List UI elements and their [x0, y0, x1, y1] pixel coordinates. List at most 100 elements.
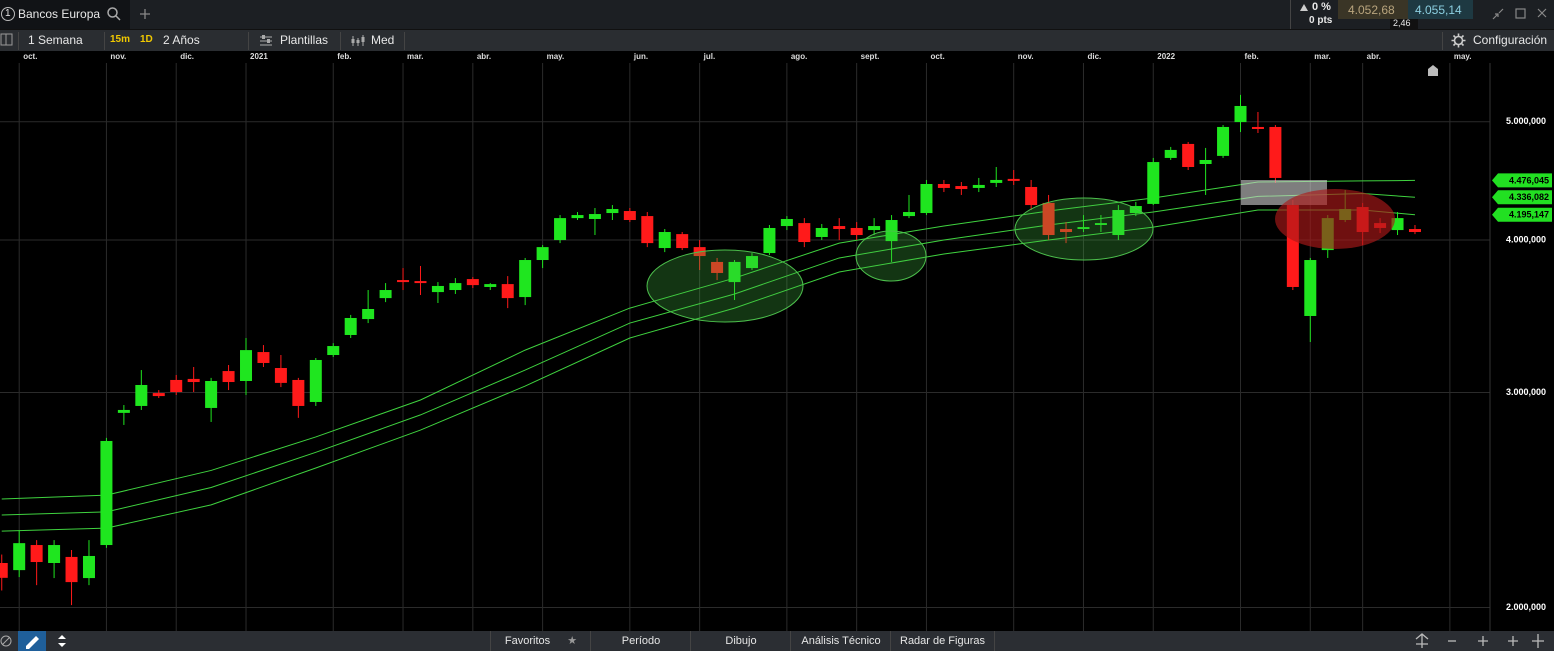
x-tick-label: abr.: [477, 52, 491, 61]
x-tick-label: feb.: [337, 52, 351, 61]
candle-body: [449, 283, 462, 291]
candle-body: [309, 359, 322, 402]
footer-bar: Favoritos ★ Período Dibujo Análisis Técn…: [0, 631, 1554, 651]
candle-body: [1269, 126, 1282, 178]
y-tick-label: 5.000,000: [1506, 116, 1546, 126]
candle-body: [903, 212, 916, 217]
candle-body: [1408, 229, 1421, 233]
candle-body: [1164, 149, 1177, 158]
templates-button[interactable]: Plantillas: [280, 33, 329, 47]
y-tick-label: 4.000,000: [1506, 234, 1546, 244]
highlight-ellipse[interactable]: [646, 249, 804, 323]
settings-button[interactable]: Configuración: [1473, 33, 1548, 47]
footer-tab-label: Dibujo: [725, 635, 757, 647]
candle-body: [1147, 162, 1160, 204]
candle-body: [972, 184, 985, 188]
candle-body: [606, 209, 619, 214]
footer-tab[interactable]: Favoritos ★: [490, 631, 591, 651]
zoom-controls[interactable]: [1410, 631, 1554, 651]
candle-body: [815, 227, 828, 237]
candle-body: [1129, 206, 1142, 214]
x-tick-label: feb.: [1245, 52, 1259, 61]
separator: [1442, 32, 1443, 50]
candle-body: [955, 186, 968, 190]
candle-body: [868, 226, 881, 231]
search-icon[interactable]: [106, 6, 122, 22]
candle-body: [170, 379, 183, 393]
candle-body: [1234, 105, 1247, 123]
x-tick-label: 2022: [1157, 52, 1175, 61]
axis: 2.000,000 3.000,000 4.000,000 5.000,000 oct.…: [23, 52, 1552, 612]
candle-body: [379, 290, 392, 299]
x-tick-label: oct.: [23, 52, 37, 61]
last-value-label: 4.336,082: [1509, 192, 1549, 202]
candle-body: [641, 216, 654, 244]
separator: [248, 32, 249, 50]
candle-body: [1094, 223, 1107, 226]
annotations: [646, 180, 1395, 323]
candle-body: [397, 280, 410, 283]
layout-icon[interactable]: [0, 33, 14, 47]
candle-body: [117, 409, 130, 413]
candle-body: [205, 380, 218, 408]
candle-body: [763, 227, 776, 254]
x-tick-label: mar.: [407, 52, 423, 61]
bid-box[interactable]: [1338, 0, 1408, 19]
chart: 2.000,000 3.000,000 4.000,000 5.000,000 oct.…: [0, 51, 1554, 631]
last-value-label: 4.195,147: [1509, 210, 1549, 220]
last-value-tag: [1492, 173, 1552, 188]
footer-tab-label: Favoritos: [504, 635, 551, 647]
highlight-ellipse[interactable]: [1275, 189, 1395, 249]
tab-number: 1: [5, 8, 11, 19]
candle-body: [676, 234, 689, 249]
interval-1d[interactable]: 1D: [140, 34, 153, 45]
candle-body: [850, 227, 863, 236]
candle-body: [623, 211, 636, 221]
candle-body: [344, 317, 357, 335]
x-tick-label: dic.: [1087, 52, 1101, 61]
x-tick-label: may.: [1454, 52, 1472, 61]
period-button[interactable]: 1 Semana: [28, 33, 83, 47]
tab-title[interactable]: Bancos Europa: [18, 7, 101, 21]
ask-box[interactable]: [1408, 0, 1473, 19]
toolbar: 1 Semana 15m 1D 2 Años Plantillas Med Co…: [0, 29, 1554, 51]
x-tick-label: nov.: [1018, 52, 1034, 61]
scroll-marker[interactable]: [1428, 65, 1438, 76]
candle-body: [0, 562, 8, 578]
candle-body: [554, 218, 567, 241]
x-tick-label: 2021: [250, 52, 268, 61]
candle-body: [82, 555, 95, 579]
spread: 2,46: [1393, 18, 1411, 28]
x-tick-label: abr.: [1367, 52, 1381, 61]
candle-body: [571, 215, 584, 219]
footer-tab[interactable]: Análisis Técnico: [790, 631, 891, 651]
indicators-button[interactable]: Med: [371, 33, 395, 47]
interval-15m[interactable]: 15m: [110, 34, 131, 45]
chart-background: [0, 51, 1554, 631]
candle-body: [48, 545, 61, 563]
highlight-ellipse[interactable]: [1014, 197, 1154, 261]
window-icons[interactable]: [1490, 6, 1554, 22]
candle-body: [484, 284, 497, 287]
footer-tab[interactable]: Período: [590, 631, 691, 651]
footer-tools[interactable]: [0, 631, 80, 651]
x-tick-label: mar.: [1314, 52, 1330, 61]
candle-body: [1391, 218, 1404, 231]
spread-box: [1390, 19, 1418, 29]
separator: [340, 32, 341, 50]
x-tick-label: jun.: [633, 52, 648, 61]
range-button[interactable]: 2 Años: [163, 33, 200, 47]
x-tick-label: ago.: [791, 52, 807, 61]
candle-body: [780, 218, 793, 227]
candle-body: [362, 309, 375, 320]
footer-tab[interactable]: Radar de Figuras: [890, 631, 995, 651]
footer-tab[interactable]: Dibujo: [690, 631, 791, 651]
highlight-ellipse[interactable]: [855, 230, 927, 282]
divider: [1290, 0, 1291, 29]
indicators-icon: [351, 35, 365, 46]
candle-body: [833, 226, 846, 230]
candle-body: [240, 350, 253, 381]
add-tab[interactable]: [139, 8, 151, 20]
